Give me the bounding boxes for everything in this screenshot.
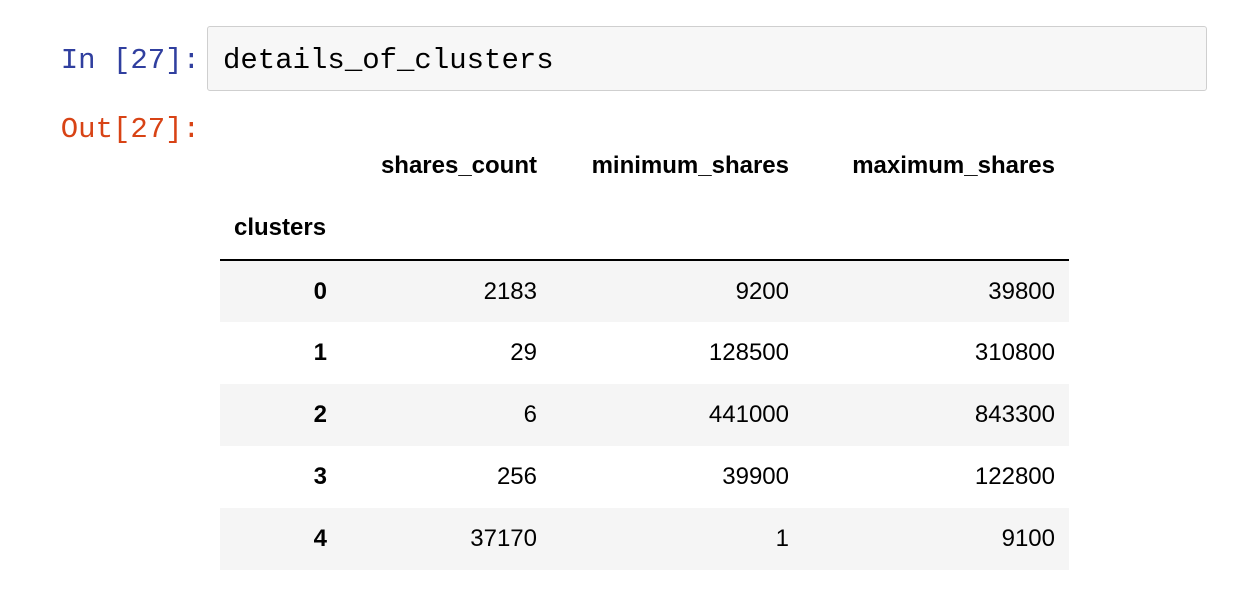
table-cell: 9100 (1001, 525, 1055, 552)
index-name-row: clusters (220, 197, 1069, 261)
table-cell: 9200 (735, 277, 789, 305)
row-index: 2 (313, 401, 327, 428)
row-index: 1 (313, 339, 327, 366)
code-text: details_of_clusters (223, 44, 554, 77)
corner-cell (220, 135, 341, 197)
table-cell: 2183 (483, 277, 537, 305)
table-cell: 29 (510, 339, 537, 366)
table-cell: 441000 (708, 401, 789, 428)
table-row: 4 37170 1 9100 (220, 508, 1069, 570)
table-row: 2 6 441000 843300 (220, 384, 1069, 446)
code-input-cell[interactable]: details_of_clusters (207, 26, 1207, 91)
table-row: 3 256 39900 122800 (220, 446, 1069, 508)
row-index: 0 (313, 277, 327, 305)
row-index: 3 (313, 463, 327, 490)
input-prompt: In [27]: (60, 44, 200, 77)
table-cell: 37170 (470, 525, 537, 552)
index-name: clusters (220, 197, 341, 261)
table-row: 1 29 128500 310800 (220, 322, 1069, 384)
column-header: minimum_shares (591, 152, 789, 179)
output-prompt: Out[27]: (60, 113, 200, 146)
table-cell: 1 (775, 525, 789, 552)
column-header-row: shares_count minimum_shares maximum_shar… (220, 135, 1069, 197)
table-row: 0 2183 9200 39800 (220, 260, 1069, 322)
column-header: shares_count (380, 152, 537, 179)
table-cell: 39900 (722, 463, 789, 490)
row-index: 4 (313, 525, 327, 552)
table-cell: 843300 (974, 401, 1055, 428)
table-cell: 122800 (974, 463, 1055, 490)
table-cell: 39800 (988, 277, 1055, 305)
column-header: maximum_shares (852, 152, 1055, 179)
dataframe-table: shares_count minimum_shares maximum_shar… (220, 135, 1069, 570)
table-cell: 310800 (974, 339, 1055, 366)
table-cell: 128500 (708, 339, 789, 366)
table-cell: 256 (496, 463, 537, 490)
table-cell: 6 (523, 401, 537, 428)
